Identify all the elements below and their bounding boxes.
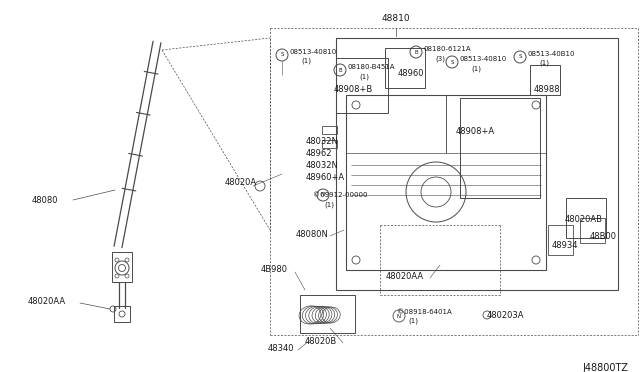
Text: S: S <box>518 55 522 60</box>
Bar <box>346 95 446 153</box>
Bar <box>580 218 605 243</box>
Text: B: B <box>414 49 418 55</box>
Bar <box>446 95 546 153</box>
Text: 4B980: 4B980 <box>261 265 288 274</box>
Bar <box>336 58 388 113</box>
Text: 48080N: 48080N <box>296 230 329 239</box>
Bar <box>112 252 132 282</box>
Text: B: B <box>338 67 342 73</box>
Bar <box>322 126 337 134</box>
Text: 48032N: 48032N <box>306 137 339 146</box>
Bar <box>385 48 425 88</box>
Bar <box>566 198 606 238</box>
Text: 48934: 48934 <box>552 241 579 250</box>
Text: (1): (1) <box>324 201 334 208</box>
Text: 08513-40810: 08513-40810 <box>290 49 337 55</box>
Text: 48960+A: 48960+A <box>306 173 345 182</box>
Text: 48810: 48810 <box>381 14 410 23</box>
Bar <box>548 225 573 255</box>
Text: 48020AA: 48020AA <box>28 297 66 306</box>
Text: 08180-B451A: 08180-B451A <box>348 64 396 70</box>
Text: 48B00: 48B00 <box>590 232 617 241</box>
Text: 48020B: 48020B <box>305 337 337 346</box>
Text: (3): (3) <box>435 55 445 61</box>
Text: J48800TZ: J48800TZ <box>582 363 628 372</box>
Text: (1): (1) <box>408 318 418 324</box>
Text: 08180-6121A: 08180-6121A <box>424 46 472 52</box>
Text: 48020AA: 48020AA <box>386 272 424 281</box>
Text: 48908+B: 48908+B <box>334 85 373 94</box>
Text: 48020A: 48020A <box>225 178 257 187</box>
Text: S: S <box>280 52 284 58</box>
Text: 48020AB: 48020AB <box>565 215 603 224</box>
Text: S: S <box>451 60 454 64</box>
Text: 48960: 48960 <box>398 69 424 78</box>
Text: N: N <box>321 192 325 198</box>
Bar <box>114 306 130 322</box>
Text: 08513-40B10: 08513-40B10 <box>528 51 575 57</box>
Text: 48080: 48080 <box>32 196 58 205</box>
Bar <box>346 95 546 270</box>
Bar <box>460 98 540 198</box>
Text: (1): (1) <box>539 60 549 67</box>
Text: (1): (1) <box>301 58 311 64</box>
Bar <box>530 65 560 95</box>
Text: 48962: 48962 <box>306 149 333 158</box>
Text: (1): (1) <box>359 73 369 80</box>
Bar <box>336 38 618 290</box>
Text: N: N <box>397 314 401 318</box>
Text: 48032N: 48032N <box>306 161 339 170</box>
Bar <box>300 295 355 333</box>
Text: 48908+A: 48908+A <box>456 127 495 136</box>
Text: ©08918-6401A: ©08918-6401A <box>397 309 452 315</box>
Text: 48340: 48340 <box>268 344 294 353</box>
Text: 08513-40810: 08513-40810 <box>460 56 508 62</box>
Text: 480203A: 480203A <box>487 311 525 320</box>
Text: 48988: 48988 <box>534 85 561 94</box>
Text: (1): (1) <box>471 65 481 71</box>
Text: ©09912-00000: ©09912-00000 <box>313 192 367 198</box>
Bar <box>322 140 337 148</box>
